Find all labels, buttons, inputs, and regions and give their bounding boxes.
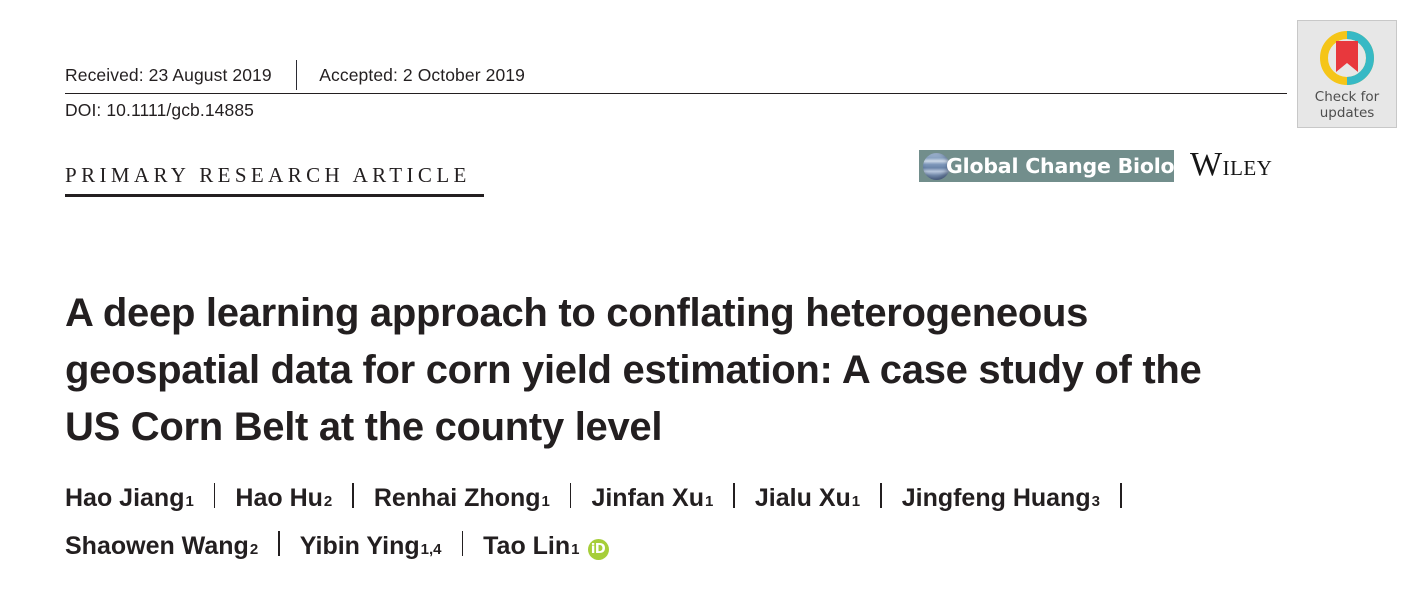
accepted-date: Accepted: 2 October 2019	[319, 64, 525, 85]
check-for-updates-badge[interactable]: Check for updates	[1297, 20, 1397, 128]
author-separator	[461, 531, 464, 556]
crossmark-line2: updates	[1319, 104, 1375, 121]
author-label: Hao Hu	[235, 484, 323, 512]
globe-icon	[921, 152, 955, 180]
publication-dates: Received: 23 August 2019 Accepted: 2 Oct…	[65, 60, 525, 90]
author-name: Shaowen Wang 2	[65, 522, 258, 570]
title-line-2: geospatial data for corn yield estimatio…	[65, 347, 1202, 392]
page-title: A deep learning approach to conflating h…	[65, 285, 1315, 456]
author-label: Jialu Xu	[754, 484, 851, 512]
author-name: Jingfeng Huang 3	[902, 474, 1100, 522]
received-date: Received: 23 August 2019	[65, 64, 272, 85]
author-name: Hao Hu 2	[235, 474, 332, 522]
title-line-1: A deep learning approach to conflating h…	[65, 290, 1089, 335]
author-separator	[278, 531, 280, 556]
crossmark-label: Check for updates	[1314, 89, 1380, 121]
title-line-3: US Corn Belt at the county level	[65, 404, 663, 449]
author-name: Yibin Ying 1,4	[300, 522, 442, 570]
author-label: Yibin Ying	[299, 532, 420, 560]
author-separator	[352, 483, 354, 508]
doi-text: DOI: 10.1111/gcb.14885	[65, 100, 255, 120]
author-separator	[880, 483, 882, 508]
crossmark-line1: Check for	[1314, 89, 1380, 105]
header-rule	[65, 93, 1287, 95]
author-name: Hao Jiang 1	[65, 474, 194, 522]
author-name: Jinfan Xu 1	[591, 474, 713, 522]
crossmark-icon	[1316, 27, 1378, 89]
author-label: Shaowen Wang	[65, 532, 249, 560]
orcid-icon[interactable]: iD	[587, 539, 609, 560]
author-line-1: Hao Jiang 1 Hao Hu 2 Renhai Zhong 1 Jinfan Xu 1…	[65, 474, 1335, 522]
journal-logo: Global Change Biology	[919, 150, 1174, 182]
article-type-heading: PRIMARY RESEARCH ARTICLE	[65, 163, 471, 187]
author-label: Jingfeng Huang	[901, 484, 1091, 512]
article-type-rule	[65, 194, 484, 197]
author-list: Hao Jiang 1 Hao Hu 2 Renhai Zhong 1 Jinfan Xu 1…	[65, 474, 1335, 570]
wiley-rest: iley	[1222, 149, 1273, 182]
date-divider	[295, 60, 298, 90]
author-label: Tao Lin	[483, 532, 571, 560]
author-name: Tao Lin 1 iD	[483, 522, 609, 570]
author-separator	[1119, 483, 1122, 508]
journal-title: Global Change Biology	[946, 154, 1174, 178]
author-separator	[569, 483, 572, 508]
author-separator	[213, 483, 216, 508]
wiley-cap: W	[1190, 146, 1223, 183]
author-line-2: Shaowen Wang 2 Yibin Ying 1,4 Tao Lin 1 iD	[65, 522, 1335, 570]
wiley-logo: Wiley	[1190, 148, 1272, 183]
author-name: Renhai Zhong 1	[374, 474, 550, 522]
author-label: Renhai Zhong	[373, 484, 541, 512]
author-label: Jinfan Xu	[591, 484, 704, 512]
author-separator	[733, 483, 735, 508]
author-label: Hao Jiang	[65, 484, 185, 512]
author-name: Jialu Xu 1	[755, 474, 860, 522]
